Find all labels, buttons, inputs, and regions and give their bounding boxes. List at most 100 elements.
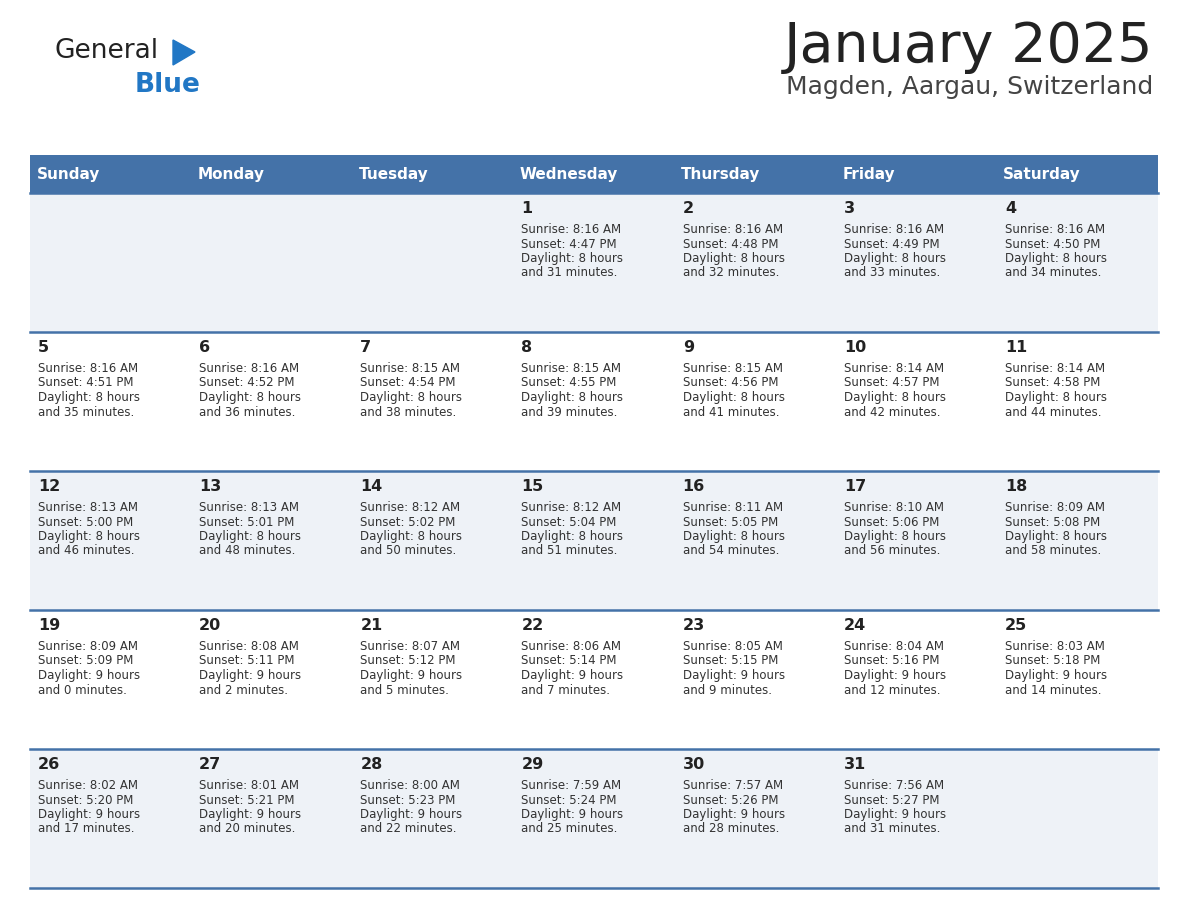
Text: 25: 25 — [1005, 618, 1028, 633]
Text: Blue: Blue — [135, 72, 201, 98]
Text: Daylight: 9 hours: Daylight: 9 hours — [38, 808, 140, 821]
Text: and 5 minutes.: and 5 minutes. — [360, 684, 449, 697]
Text: and 50 minutes.: and 50 minutes. — [360, 544, 456, 557]
Text: Daylight: 9 hours: Daylight: 9 hours — [360, 808, 462, 821]
Text: 5: 5 — [38, 340, 49, 355]
Text: Daylight: 9 hours: Daylight: 9 hours — [522, 669, 624, 682]
Text: and 14 minutes.: and 14 minutes. — [1005, 684, 1101, 697]
Text: Sunrise: 8:02 AM: Sunrise: 8:02 AM — [38, 779, 138, 792]
Text: Sunset: 5:11 PM: Sunset: 5:11 PM — [200, 655, 295, 667]
Text: Daylight: 8 hours: Daylight: 8 hours — [38, 530, 140, 543]
Text: Sunrise: 8:14 AM: Sunrise: 8:14 AM — [1005, 362, 1105, 375]
Text: and 22 minutes.: and 22 minutes. — [360, 823, 457, 835]
Text: and 2 minutes.: and 2 minutes. — [200, 684, 289, 697]
Text: Sunset: 5:08 PM: Sunset: 5:08 PM — [1005, 516, 1100, 529]
Text: Sunset: 5:01 PM: Sunset: 5:01 PM — [200, 516, 295, 529]
Text: Magden, Aargau, Switzerland: Magden, Aargau, Switzerland — [785, 75, 1154, 99]
Text: Daylight: 8 hours: Daylight: 8 hours — [200, 530, 302, 543]
Text: 7: 7 — [360, 340, 372, 355]
Text: Daylight: 8 hours: Daylight: 8 hours — [843, 530, 946, 543]
Text: Sunrise: 8:16 AM: Sunrise: 8:16 AM — [200, 362, 299, 375]
Text: Sunset: 5:00 PM: Sunset: 5:00 PM — [38, 516, 133, 529]
Text: and 12 minutes.: and 12 minutes. — [843, 684, 940, 697]
Text: Sunrise: 8:15 AM: Sunrise: 8:15 AM — [522, 362, 621, 375]
Text: Sunrise: 8:03 AM: Sunrise: 8:03 AM — [1005, 640, 1105, 653]
Text: Sunset: 5:06 PM: Sunset: 5:06 PM — [843, 516, 940, 529]
Text: Sunset: 4:50 PM: Sunset: 4:50 PM — [1005, 238, 1100, 251]
Text: Sunset: 4:47 PM: Sunset: 4:47 PM — [522, 238, 617, 251]
Text: Sunrise: 8:11 AM: Sunrise: 8:11 AM — [683, 501, 783, 514]
Text: 26: 26 — [38, 757, 61, 772]
Text: and 36 minutes.: and 36 minutes. — [200, 406, 296, 419]
Text: Daylight: 8 hours: Daylight: 8 hours — [1005, 530, 1107, 543]
Text: Sunrise: 8:16 AM: Sunrise: 8:16 AM — [683, 223, 783, 236]
Text: Daylight: 9 hours: Daylight: 9 hours — [843, 669, 946, 682]
Text: Daylight: 8 hours: Daylight: 8 hours — [522, 530, 624, 543]
Text: Sunrise: 8:05 AM: Sunrise: 8:05 AM — [683, 640, 783, 653]
Text: Daylight: 8 hours: Daylight: 8 hours — [200, 391, 302, 404]
Text: Sunset: 4:57 PM: Sunset: 4:57 PM — [843, 376, 940, 389]
Text: Wednesday: Wednesday — [520, 166, 618, 182]
Text: and 32 minutes.: and 32 minutes. — [683, 266, 779, 279]
Text: Daylight: 9 hours: Daylight: 9 hours — [843, 808, 946, 821]
Text: and 38 minutes.: and 38 minutes. — [360, 406, 456, 419]
Text: 30: 30 — [683, 757, 704, 772]
Text: 12: 12 — [38, 479, 61, 494]
Bar — [513, 155, 675, 193]
Text: Sunset: 5:14 PM: Sunset: 5:14 PM — [522, 655, 617, 667]
Text: and 7 minutes.: and 7 minutes. — [522, 684, 611, 697]
Text: Sunrise: 7:56 AM: Sunrise: 7:56 AM — [843, 779, 944, 792]
Bar — [30, 749, 1158, 888]
Text: and 46 minutes.: and 46 minutes. — [38, 544, 134, 557]
Text: Daylight: 9 hours: Daylight: 9 hours — [200, 808, 302, 821]
Text: Sunrise: 8:16 AM: Sunrise: 8:16 AM — [38, 362, 138, 375]
Text: Daylight: 9 hours: Daylight: 9 hours — [200, 669, 302, 682]
Text: Sunset: 4:54 PM: Sunset: 4:54 PM — [360, 376, 456, 389]
Text: 10: 10 — [843, 340, 866, 355]
Text: and 44 minutes.: and 44 minutes. — [1005, 406, 1101, 419]
Text: Thursday: Thursday — [681, 166, 760, 182]
Text: 21: 21 — [360, 618, 383, 633]
Text: Sunrise: 8:16 AM: Sunrise: 8:16 AM — [1005, 223, 1105, 236]
Text: and 48 minutes.: and 48 minutes. — [200, 544, 296, 557]
Text: and 34 minutes.: and 34 minutes. — [1005, 266, 1101, 279]
Text: Sunset: 4:55 PM: Sunset: 4:55 PM — [522, 376, 617, 389]
Text: Sunset: 5:05 PM: Sunset: 5:05 PM — [683, 516, 778, 529]
Text: Sunset: 5:12 PM: Sunset: 5:12 PM — [360, 655, 456, 667]
Text: and 9 minutes.: and 9 minutes. — [683, 684, 772, 697]
Text: Sunday: Sunday — [37, 166, 100, 182]
Polygon shape — [173, 40, 195, 65]
Text: Sunrise: 8:15 AM: Sunrise: 8:15 AM — [360, 362, 460, 375]
Text: and 51 minutes.: and 51 minutes. — [522, 544, 618, 557]
Text: 15: 15 — [522, 479, 544, 494]
Text: 18: 18 — [1005, 479, 1028, 494]
Text: Monday: Monday — [197, 166, 265, 182]
Text: Sunrise: 8:13 AM: Sunrise: 8:13 AM — [38, 501, 138, 514]
Text: Sunset: 5:02 PM: Sunset: 5:02 PM — [360, 516, 456, 529]
Text: Daylight: 9 hours: Daylight: 9 hours — [683, 669, 785, 682]
Text: 29: 29 — [522, 757, 544, 772]
Text: 22: 22 — [522, 618, 544, 633]
Text: 1: 1 — [522, 201, 532, 216]
Text: Sunrise: 7:57 AM: Sunrise: 7:57 AM — [683, 779, 783, 792]
Text: Sunrise: 8:00 AM: Sunrise: 8:00 AM — [360, 779, 460, 792]
Text: Sunset: 5:23 PM: Sunset: 5:23 PM — [360, 793, 456, 807]
Text: and 35 minutes.: and 35 minutes. — [38, 406, 134, 419]
Text: Sunrise: 8:04 AM: Sunrise: 8:04 AM — [843, 640, 943, 653]
Text: Saturday: Saturday — [1004, 166, 1081, 182]
Text: Sunrise: 8:15 AM: Sunrise: 8:15 AM — [683, 362, 783, 375]
Text: Sunrise: 7:59 AM: Sunrise: 7:59 AM — [522, 779, 621, 792]
Text: Sunset: 4:48 PM: Sunset: 4:48 PM — [683, 238, 778, 251]
Text: General: General — [55, 38, 159, 64]
Text: 19: 19 — [38, 618, 61, 633]
Text: Sunset: 4:56 PM: Sunset: 4:56 PM — [683, 376, 778, 389]
Text: and 58 minutes.: and 58 minutes. — [1005, 544, 1101, 557]
Text: Sunrise: 8:12 AM: Sunrise: 8:12 AM — [522, 501, 621, 514]
Text: Sunset: 5:27 PM: Sunset: 5:27 PM — [843, 793, 940, 807]
Text: January 2025: January 2025 — [784, 20, 1154, 74]
Text: Friday: Friday — [842, 166, 895, 182]
Text: Daylight: 8 hours: Daylight: 8 hours — [1005, 252, 1107, 265]
Text: 11: 11 — [1005, 340, 1028, 355]
Text: Sunrise: 8:12 AM: Sunrise: 8:12 AM — [360, 501, 461, 514]
Text: Sunrise: 8:01 AM: Sunrise: 8:01 AM — [200, 779, 299, 792]
